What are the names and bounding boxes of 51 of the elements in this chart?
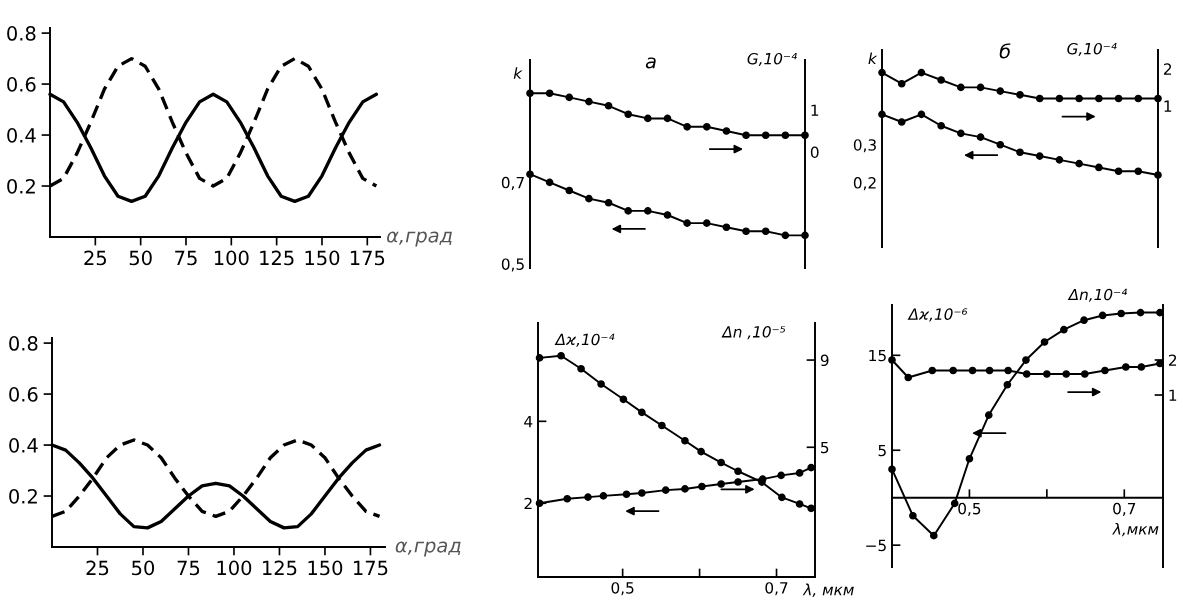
y2-tick-label: 1 [1164, 100, 1172, 112]
y2-tick-label: 0 [810, 146, 819, 159]
x-tick-label: 175 [350, 250, 385, 266]
x-tick-label: 100 [214, 250, 249, 266]
y-tick-label: 5 [878, 444, 886, 457]
y-tick-label: 0,2 [853, 177, 876, 191]
y-tick-label: 4 [524, 415, 533, 428]
y2-axis-title: G,10⁻⁴ [1067, 42, 1117, 56]
x-tick-label: 25 [86, 560, 109, 576]
y-axis-title: Δϰ,10⁻⁴ [554, 333, 615, 347]
x-tick-label: 150 [308, 560, 343, 576]
y2-tick-label: 2 [1168, 354, 1177, 366]
x-tick-label: 50 [129, 250, 152, 266]
y2-tick-label: 9 [820, 354, 829, 367]
y-tick-label: 0.2 [9, 488, 37, 504]
x-axis-title: α,град [387, 231, 452, 247]
x-tick-label: 150 [305, 250, 340, 266]
y-tick-label: 15 [869, 349, 886, 362]
y2-tick-label: 1 [1169, 389, 1177, 401]
x-tick-label: 25 [84, 250, 106, 266]
y-tick-label: −5 [866, 539, 886, 552]
y-tick-label: 0.8 [9, 336, 38, 351]
x-tick-label: 75 [175, 250, 197, 266]
x-tick-label: 175 [354, 560, 388, 576]
x-axis-title: λ, мкм [802, 583, 854, 597]
chart-title: б [999, 43, 1011, 59]
y2-axis-title: G,10⁻⁴ [747, 52, 797, 66]
y2-axis-title: Δn,10⁻⁴ [1067, 288, 1128, 302]
y-tick-label: 0.6 [7, 77, 36, 92]
y-tick-label: 0,3 [853, 139, 876, 153]
x-tick-label: 125 [263, 560, 297, 576]
chart-title: а [645, 57, 656, 69]
y2-tick-label: 5 [821, 441, 829, 454]
x-axis-title: α,град [395, 541, 461, 557]
x-tick-label: 125 [260, 250, 294, 266]
y-axis-title: k [868, 52, 878, 65]
y-tick-label: 0.6 [9, 387, 38, 402]
y-axis-title: Δϰ,10⁻⁶ [907, 308, 968, 322]
y2-axis-title: Δn ,10⁻⁵ [721, 326, 786, 340]
y2-tick-label: 1 [811, 104, 819, 116]
y2-tick-label: 2 [1163, 63, 1172, 75]
y-axis-title: k [513, 67, 523, 79]
y-tick-label: 0.4 [9, 438, 38, 453]
x-tick-label: 75 [177, 560, 200, 576]
x-axis-title: λ,мкм [1112, 522, 1159, 537]
x-tick-label: 50 [132, 560, 155, 576]
y-tick-label: 0.2 [7, 178, 35, 194]
y-tick-label: 0.4 [7, 128, 36, 143]
y-tick-label: 0.8 [7, 26, 36, 41]
x-tick-label: 100 [217, 560, 252, 576]
y-tick-label: 0,7 [501, 176, 524, 190]
